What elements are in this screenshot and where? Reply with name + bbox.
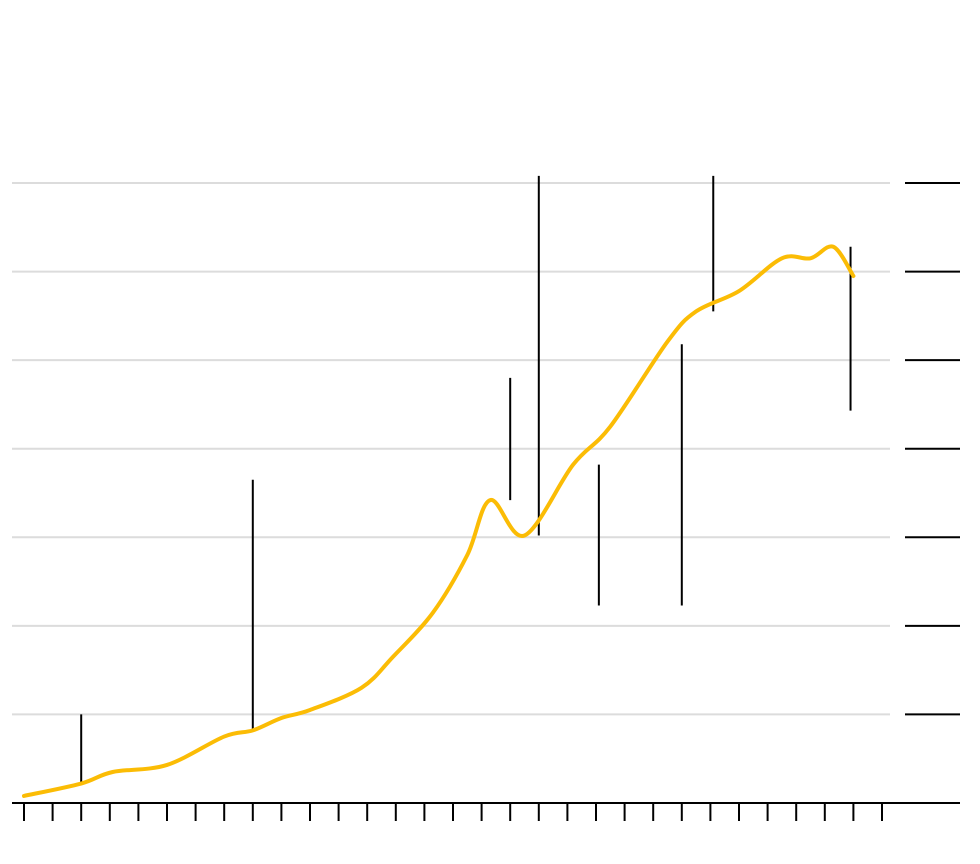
x-axis-ticks (23, 803, 883, 821)
series-group (22, 244, 856, 798)
vertical-markers (80, 175, 852, 784)
y-axis-ticks (905, 182, 960, 716)
gridlines (12, 182, 890, 716)
series-line (22, 244, 856, 798)
